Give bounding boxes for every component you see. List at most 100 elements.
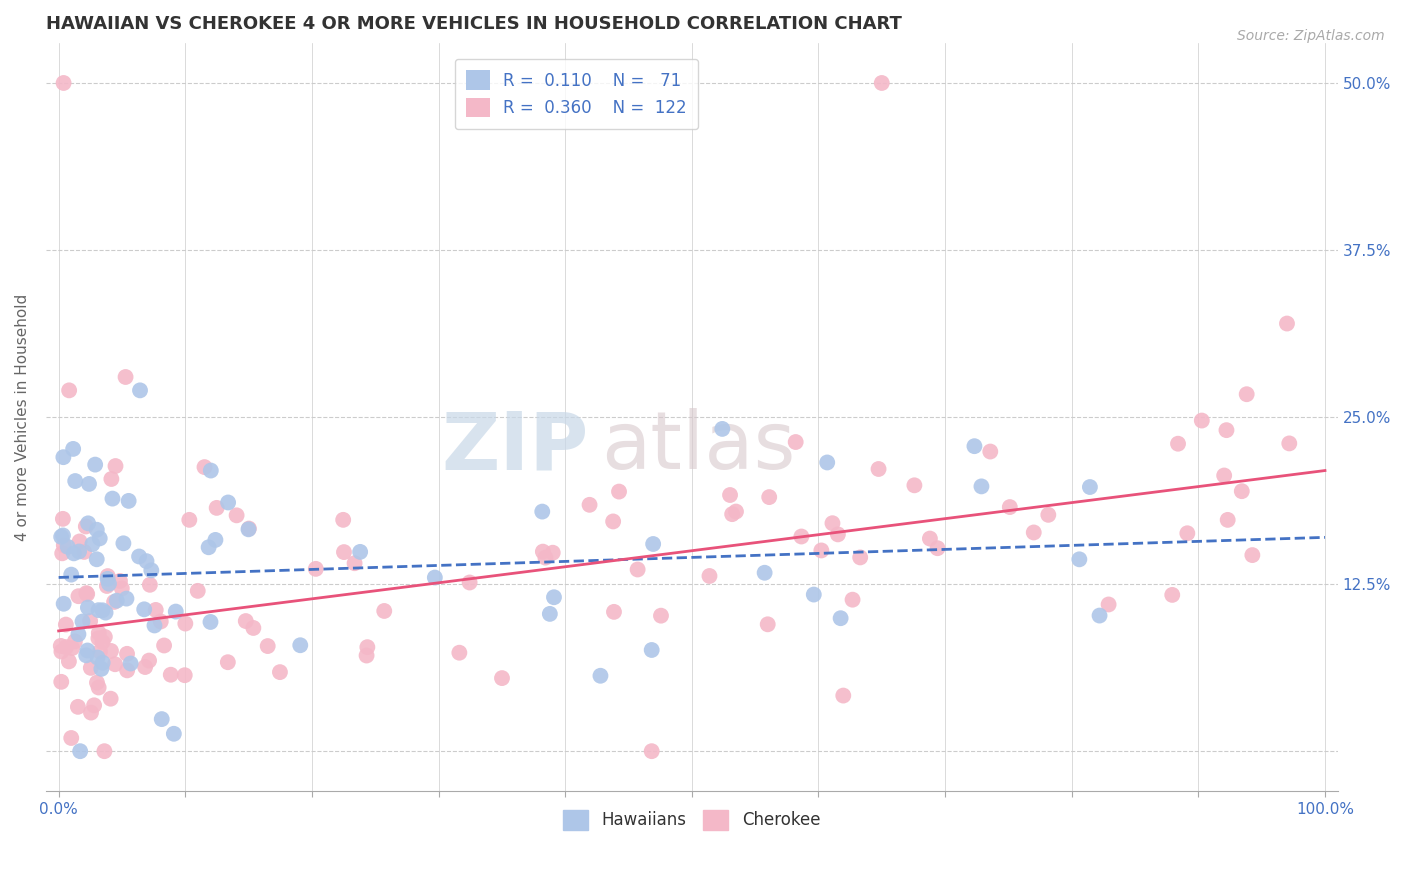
Point bbox=[120, 657, 142, 671]
Point bbox=[785, 435, 807, 450]
Point bbox=[531, 544, 554, 558]
Point bbox=[60, 731, 83, 745]
Point bbox=[51, 674, 73, 689]
Point bbox=[578, 498, 600, 512]
Point bbox=[531, 505, 554, 519]
Point bbox=[815, 455, 838, 469]
Point bbox=[217, 655, 239, 669]
Point bbox=[97, 569, 120, 583]
Point bbox=[117, 494, 139, 508]
Point bbox=[149, 615, 172, 629]
Point bbox=[187, 583, 209, 598]
Point bbox=[803, 588, 825, 602]
Point bbox=[89, 644, 111, 658]
Text: Source: ZipAtlas.com: Source: ZipAtlas.com bbox=[1237, 29, 1385, 43]
Point bbox=[60, 641, 83, 656]
Point bbox=[128, 549, 150, 564]
Point bbox=[134, 602, 156, 616]
Point bbox=[115, 591, 138, 606]
Point bbox=[91, 635, 114, 649]
Point bbox=[849, 550, 872, 565]
Point bbox=[49, 639, 72, 653]
Legend: Hawaiians, Cherokee: Hawaiians, Cherokee bbox=[557, 803, 827, 837]
Point bbox=[104, 458, 127, 473]
Point bbox=[242, 621, 264, 635]
Point bbox=[627, 562, 650, 576]
Point bbox=[86, 650, 108, 665]
Point bbox=[97, 572, 120, 586]
Point bbox=[159, 667, 181, 681]
Point bbox=[91, 656, 114, 670]
Point bbox=[256, 639, 278, 653]
Point bbox=[114, 370, 136, 384]
Point bbox=[80, 706, 103, 720]
Point bbox=[711, 422, 734, 436]
Point bbox=[343, 556, 366, 570]
Point bbox=[305, 562, 328, 576]
Point bbox=[756, 617, 779, 632]
Text: atlas: atlas bbox=[602, 408, 796, 486]
Point bbox=[333, 545, 356, 559]
Point bbox=[1088, 608, 1111, 623]
Point bbox=[94, 606, 117, 620]
Point bbox=[96, 579, 118, 593]
Point bbox=[100, 691, 122, 706]
Point bbox=[82, 537, 104, 551]
Point bbox=[1175, 526, 1198, 541]
Point bbox=[754, 566, 776, 580]
Point bbox=[76, 587, 98, 601]
Point bbox=[165, 605, 187, 619]
Point bbox=[69, 534, 91, 549]
Point bbox=[641, 744, 664, 758]
Point bbox=[810, 543, 832, 558]
Point bbox=[143, 618, 166, 632]
Point bbox=[718, 488, 741, 502]
Point bbox=[94, 630, 117, 644]
Point bbox=[918, 532, 941, 546]
Point bbox=[534, 550, 557, 565]
Point bbox=[205, 500, 228, 515]
Point bbox=[830, 611, 852, 625]
Point bbox=[60, 567, 83, 582]
Point bbox=[89, 532, 111, 546]
Y-axis label: 4 or more Vehicles in Household: 4 or more Vehicles in Household bbox=[15, 293, 30, 541]
Point bbox=[1069, 552, 1091, 566]
Point bbox=[963, 439, 986, 453]
Point bbox=[69, 744, 91, 758]
Point bbox=[790, 529, 813, 543]
Point bbox=[724, 504, 747, 518]
Point bbox=[150, 712, 173, 726]
Point bbox=[67, 544, 90, 558]
Point bbox=[1215, 423, 1237, 437]
Point bbox=[163, 727, 186, 741]
Point bbox=[72, 615, 94, 629]
Point bbox=[269, 665, 291, 680]
Point bbox=[104, 657, 127, 672]
Point bbox=[841, 592, 863, 607]
Point bbox=[200, 464, 222, 478]
Point bbox=[699, 569, 721, 583]
Point bbox=[101, 491, 124, 506]
Point bbox=[87, 681, 110, 695]
Point bbox=[290, 638, 312, 652]
Point bbox=[75, 586, 97, 600]
Point bbox=[63, 546, 86, 560]
Point bbox=[103, 595, 125, 609]
Point bbox=[52, 528, 75, 542]
Point bbox=[821, 516, 844, 531]
Point bbox=[1230, 484, 1253, 499]
Point bbox=[115, 664, 138, 678]
Point bbox=[1216, 513, 1239, 527]
Point bbox=[67, 589, 90, 603]
Point bbox=[174, 616, 197, 631]
Point bbox=[139, 578, 162, 592]
Point bbox=[55, 617, 77, 632]
Point bbox=[173, 668, 195, 682]
Point bbox=[758, 490, 780, 504]
Point bbox=[827, 527, 849, 541]
Point bbox=[458, 575, 481, 590]
Point bbox=[112, 536, 135, 550]
Point bbox=[1241, 548, 1264, 562]
Point bbox=[51, 546, 73, 560]
Point bbox=[1275, 317, 1298, 331]
